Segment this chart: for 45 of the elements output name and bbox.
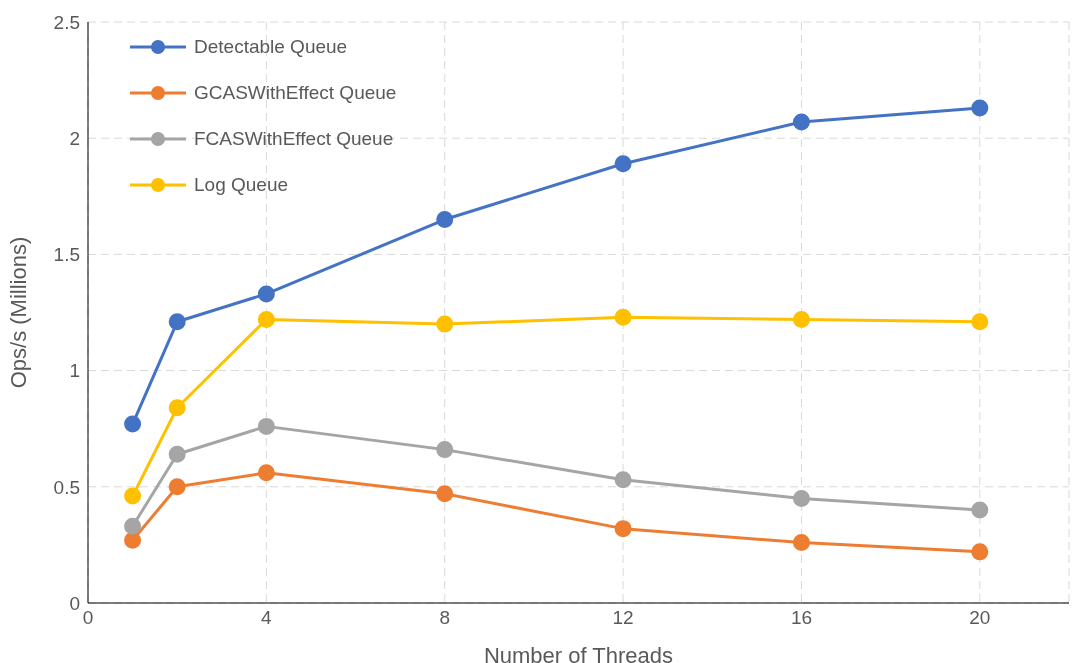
point xyxy=(124,415,142,433)
y-tick-label: 1.5 xyxy=(53,244,80,266)
x-tick-label: 20 xyxy=(969,607,991,629)
point xyxy=(257,417,275,435)
y-axis-title: Ops/s (Millions) xyxy=(5,236,31,389)
point xyxy=(257,310,275,328)
legend-label: Detectable Queue xyxy=(194,36,348,58)
x-tick-label: 16 xyxy=(790,607,813,629)
x-axis-title: Number of Threads xyxy=(483,643,674,663)
point xyxy=(792,113,810,131)
y-tick-label: 0 xyxy=(69,592,80,614)
point xyxy=(792,310,810,328)
point xyxy=(124,517,142,535)
point xyxy=(436,485,454,503)
x-tick-label: 8 xyxy=(439,607,451,629)
point xyxy=(168,399,186,417)
point xyxy=(436,315,454,333)
point xyxy=(614,520,632,538)
point xyxy=(614,308,632,326)
point xyxy=(257,464,275,482)
point xyxy=(168,478,186,496)
point xyxy=(124,487,142,505)
point xyxy=(971,99,989,117)
point xyxy=(168,445,186,463)
y-tick-label: 2 xyxy=(69,127,80,149)
point xyxy=(971,313,989,331)
y-tick-label: 2.5 xyxy=(53,11,80,33)
point xyxy=(168,313,186,331)
point xyxy=(971,543,989,561)
x-tick-label: 12 xyxy=(612,607,634,629)
y-tick-label: 0.5 xyxy=(53,476,80,498)
point xyxy=(257,285,275,303)
y-tick-label: 1 xyxy=(69,360,80,382)
point xyxy=(124,531,142,549)
point xyxy=(971,501,989,519)
legend-label: FCASWithEffect Queue xyxy=(194,128,394,150)
point xyxy=(614,471,632,489)
point xyxy=(614,155,632,173)
x-tick-label: 4 xyxy=(261,607,273,629)
point xyxy=(792,489,810,507)
point xyxy=(792,534,810,552)
legend-label: Log Queue xyxy=(194,174,289,196)
legend-label: GCASWithEffect Queue xyxy=(194,82,397,104)
point xyxy=(436,211,454,229)
point xyxy=(436,441,454,459)
